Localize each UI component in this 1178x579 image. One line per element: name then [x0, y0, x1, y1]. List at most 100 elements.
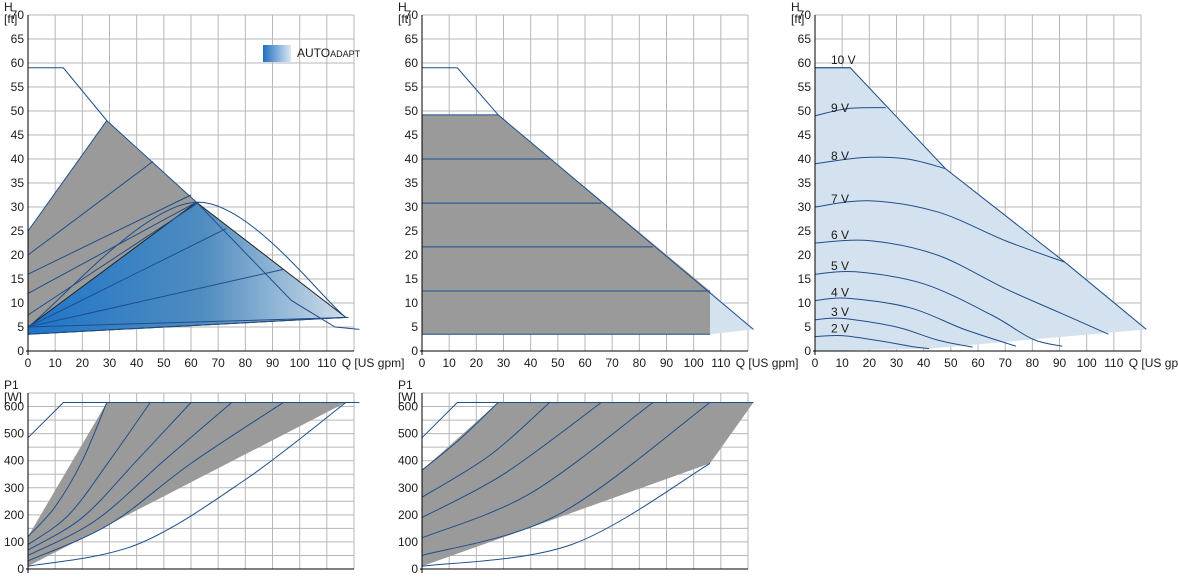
y-tick-label: 0	[804, 344, 811, 358]
y-tick-label: 0	[411, 562, 418, 574]
x-tick-label: 70	[211, 356, 225, 370]
curve-p1_autoadapt-1	[27, 402, 151, 546]
x-tick-label: 50	[551, 356, 565, 370]
curve-h_autoadapt-3	[27, 201, 197, 294]
x-tick-label: 90	[1053, 356, 1067, 370]
curve-h_voltage-7	[814, 317, 973, 348]
y-axis-label-line1: H	[398, 0, 407, 14]
y-tick-label: 10	[798, 296, 812, 310]
curve-p1_autoadapt-3	[27, 402, 233, 556]
y-tick-label: 500	[398, 427, 418, 441]
y-tick-label: 50	[798, 104, 812, 118]
y-tick-label: 200	[398, 508, 418, 522]
x-tick-label: 40	[917, 356, 931, 370]
curve-h_voltage-5	[814, 270, 1063, 347]
curve-h_voltage-8	[814, 334, 930, 350]
x-tick-label: 10	[48, 356, 62, 370]
y-tick-label: 200	[4, 508, 24, 522]
curve-h_voltage-6	[814, 297, 1017, 347]
x-tick-label: 50	[157, 356, 171, 370]
x-tick-label: 90	[266, 356, 280, 370]
y-tick-label: 70	[11, 8, 25, 22]
y-tick-label: 500	[4, 427, 24, 441]
curve-label: 6 V	[831, 228, 849, 242]
y-tick-label: 15	[11, 272, 25, 286]
y-tick-label: 35	[11, 176, 25, 190]
x-tick-label: 10	[835, 356, 849, 370]
x-axis-label: Q [US gpm]	[736, 356, 799, 370]
y-tick-label: 15	[798, 272, 812, 286]
curve-p1_constant-0	[421, 402, 499, 471]
y-axis-label-line2: [ft]	[791, 12, 804, 26]
x-tick-label: 10	[442, 356, 456, 370]
y-tick-label: 400	[398, 454, 418, 468]
y-tick-label: 30	[798, 200, 812, 214]
y-tick-label: 60	[11, 56, 25, 70]
x-tick-label: 20	[76, 356, 90, 370]
y-tick-label: 70	[405, 8, 419, 22]
curve-h_voltage-3	[814, 200, 1066, 263]
y-tick-label: 60	[798, 56, 812, 70]
curve-h_voltage-2	[814, 156, 946, 170]
x-axis-label: Q [US gpm]	[342, 356, 405, 370]
curve-h_autoadapt-1	[27, 160, 154, 256]
x-tick-label: 60	[971, 356, 985, 370]
curve-p1_constant-5	[421, 462, 711, 567]
x-tick-label: 70	[605, 356, 619, 370]
y-tick-label: 300	[398, 481, 418, 495]
y-axis-label-line2: [ft]	[4, 12, 17, 26]
y-tick-label: 25	[11, 224, 25, 238]
y-tick-label: 600	[4, 400, 24, 414]
x-tick-label: 40	[524, 356, 538, 370]
y-axis-label-line1: H	[4, 0, 13, 14]
y-tick-label: 65	[11, 32, 25, 46]
curve-p1_constant-4	[421, 402, 711, 556]
y-tick-label: 10	[11, 296, 25, 310]
x-tick-label: 80	[1026, 356, 1040, 370]
chart-p1_autoadapt: 0 100 200 300 400 500 600 P1[W]	[4, 378, 360, 576]
y-tick-label: 50	[405, 104, 419, 118]
y-tick-label: 40	[405, 152, 419, 166]
envelope-p1_autoadapt	[27, 402, 360, 439]
curve-p1_constant-1	[421, 402, 551, 498]
y-axis-label-line2: [W]	[4, 390, 22, 404]
y-tick-label: 30	[405, 200, 419, 214]
x-tick-label: 110	[711, 356, 730, 370]
y-tick-label: 30	[11, 200, 25, 214]
x-axis-label: Q [US gpm]	[1129, 356, 1178, 370]
y-tick-label: 40	[798, 152, 812, 166]
x-tick-label: 80	[633, 356, 647, 370]
y-tick-label: 45	[405, 128, 419, 142]
x-tick-label: 110	[317, 356, 336, 370]
y-axis-label-line1: P1	[4, 378, 19, 392]
curve-h_autoadapt-5	[27, 201, 347, 328]
chart-h_constant: 0 5 10 15 20 25 30 35 40 45 50 55 60 65 70 0 10 20 30 40 50 6…	[398, 0, 798, 370]
light-region-h_voltage	[815, 67, 1147, 352]
y-tick-label: 60	[405, 56, 419, 70]
curve-p1_autoadapt-5	[27, 402, 347, 567]
curve-h_autoadapt-4	[27, 201, 200, 316]
x-tick-label: 20	[470, 356, 484, 370]
x-tick-label: 100	[684, 356, 704, 370]
autoadapt-label-sub: ADAPT	[330, 49, 361, 59]
y-tick-label: 70	[798, 8, 812, 22]
curve-p1_constant-3	[421, 402, 654, 539]
y-tick-label: 20	[798, 248, 812, 262]
x-tick-label: 50	[944, 356, 958, 370]
y-tick-label: 55	[11, 80, 25, 94]
x-tick-label: 80	[239, 356, 253, 370]
y-tick-label: 45	[798, 128, 812, 142]
x-tick-label: 30	[890, 356, 904, 370]
y-tick-label: 15	[405, 272, 419, 286]
y-tick-label: 0	[17, 344, 24, 358]
autoadapt-label-main: AUTO	[297, 46, 331, 60]
y-tick-label: 25	[405, 224, 419, 238]
x-tick-label: 0	[812, 356, 819, 370]
curve-h_autoadapt-7	[27, 268, 284, 328]
autoadapt-swatch	[263, 44, 291, 62]
curve-label: 8 V	[831, 149, 849, 163]
autoadapt-label: AUTOADAPT	[297, 46, 360, 60]
curve-label: 9 V	[831, 101, 849, 115]
